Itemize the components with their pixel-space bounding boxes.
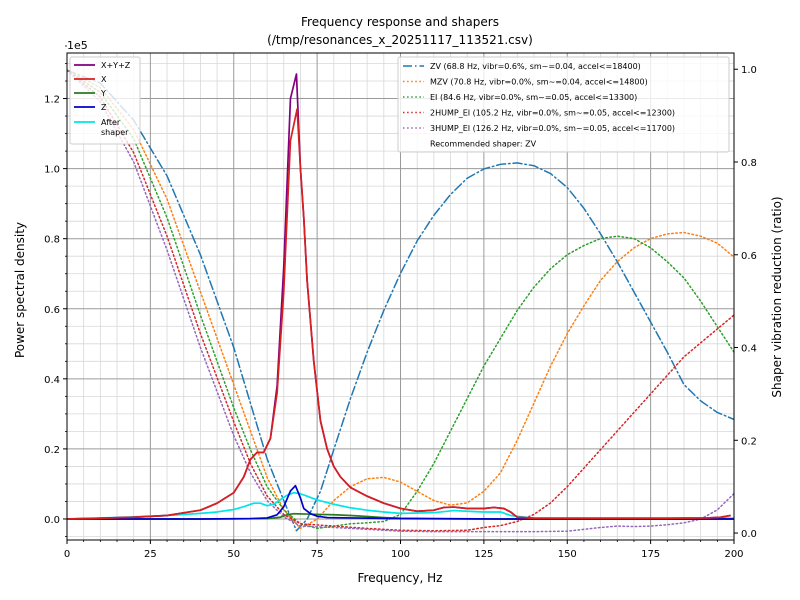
y2-tick-label: 0.0 (741, 529, 757, 540)
psd-line-4 (67, 491, 734, 520)
series-group (67, 69, 734, 533)
y-tick-label: 0.6 (44, 305, 60, 316)
shaper-line-0 (67, 69, 734, 532)
shaper-legend-box (397, 56, 730, 153)
psd-legend-label-line2: shaper (101, 128, 129, 137)
psd-legend-label: X (101, 75, 107, 84)
x-tick-label: 200 (724, 549, 743, 560)
shaper-line-2 (67, 69, 734, 530)
shaper-legend-label: EI (84.6 Hz, vibr=0.0%, sm~=0.05, accel<… (430, 93, 637, 102)
psd-legend-label: Z (101, 103, 107, 112)
psd-legend-label: After (101, 118, 121, 127)
y-offset-label: 1e5 (67, 39, 88, 52)
shaper-line-3 (67, 69, 734, 532)
chart-subtitle: (/tmp/resonances_x_20251117_113521.csv) (267, 33, 533, 47)
psd-legend-label: X+Y+Z (101, 61, 131, 70)
y2-tick-label: 0.2 (741, 436, 757, 447)
psd-line-3 (67, 484, 734, 520)
x-tick-label: 100 (391, 549, 410, 560)
shaper-legend-label: 2HUMP_EI (105.2 Hz, vibr=0.0%, sm~=0.05,… (430, 109, 675, 118)
x-axis-label: Frequency, Hz (358, 571, 443, 585)
x-tick-label: 0 (64, 549, 70, 560)
axes: 0 25 50 75 100 125 150 175 200 0.0 0.2 0.4 0.6 0.8 1.0… (44, 45, 757, 560)
x-tick-label: 25 (144, 549, 157, 560)
y2-tick-label: 1.0 (741, 65, 757, 76)
recommended-shaper-label: Recommended shaper: ZV (430, 140, 537, 149)
y-tick-label: 1.2 (44, 95, 60, 106)
chart-title: Frequency response and shapers (301, 15, 499, 29)
shaper-line-4 (67, 69, 734, 533)
y-tick-label: 0.8 (44, 235, 60, 246)
psd-legend-label: Y (100, 89, 106, 98)
y2-tick-label: 0.8 (741, 158, 757, 169)
series-clip-group (67, 69, 734, 533)
y-tick-label: 1.0 (44, 165, 60, 176)
x-tick-label: 150 (558, 549, 577, 560)
y-tick-label: 0.2 (44, 445, 60, 456)
y-tick-label: 0.0 (44, 515, 60, 526)
shaper-line-1 (67, 69, 734, 530)
x-tick-label: 50 (227, 549, 240, 560)
psd-line-1 (67, 108, 731, 520)
y-tick-label: 0.4 (44, 375, 60, 386)
y2-tick-label: 0.4 (741, 344, 757, 355)
y2-tick-label: 0.6 (741, 251, 757, 262)
x-tick-label: 75 (311, 549, 324, 560)
shaper-legend-label: MZV (70.8 Hz, vibr=0.0%, sm~=0.04, accel… (430, 78, 648, 87)
shaper-legend-label: ZV (68.8 Hz, vibr=0.6%, sm~=0.04, accel<… (430, 62, 641, 71)
y-axis-label: Power spectral density (13, 222, 27, 358)
y2-axis-label: Shaper vibration reduction (ratio) (770, 196, 784, 397)
x-tick-label: 175 (641, 549, 660, 560)
shaper-legend-label: 3HUMP_EI (126.2 Hz, vibr=0.0%, sm~=0.05,… (430, 124, 675, 133)
x-tick-label: 125 (474, 549, 493, 560)
